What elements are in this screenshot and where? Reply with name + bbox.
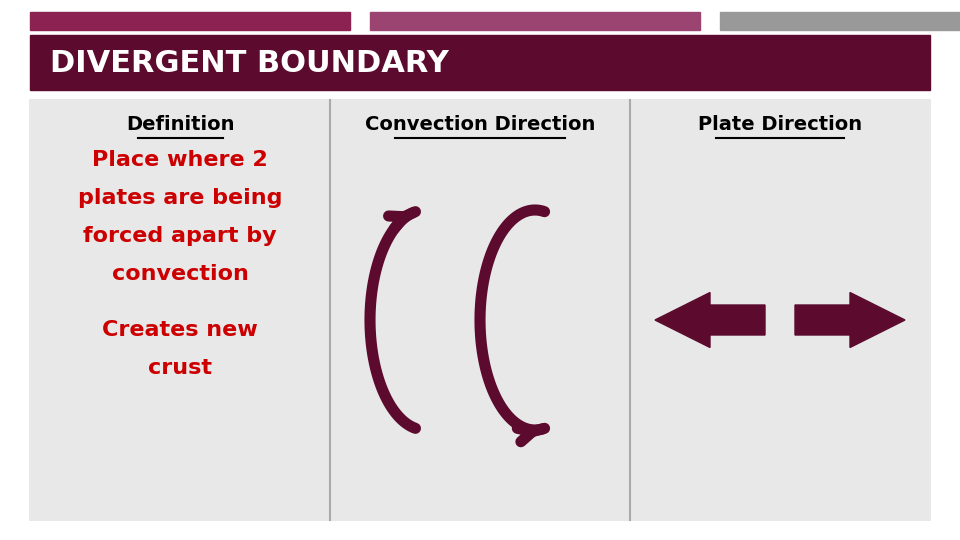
Bar bbox=[30, 35, 930, 90]
Text: convection: convection bbox=[111, 264, 249, 284]
Text: crust: crust bbox=[148, 358, 212, 378]
Text: Convection Direction: Convection Direction bbox=[365, 116, 595, 134]
Text: forced apart by: forced apart by bbox=[84, 226, 276, 246]
FancyArrow shape bbox=[795, 293, 905, 348]
Bar bbox=[30, 100, 930, 520]
Bar bbox=[720, 12, 960, 30]
Text: plates are being: plates are being bbox=[78, 188, 282, 208]
Text: Definition: Definition bbox=[126, 116, 234, 134]
Bar bbox=[30, 12, 350, 30]
Text: Creates new: Creates new bbox=[102, 320, 258, 340]
Text: DIVERGENT BOUNDARY: DIVERGENT BOUNDARY bbox=[50, 49, 448, 78]
FancyArrow shape bbox=[655, 293, 765, 348]
Bar bbox=[370, 12, 700, 30]
Text: Place where 2: Place where 2 bbox=[92, 150, 268, 170]
Text: Plate Direction: Plate Direction bbox=[698, 116, 862, 134]
